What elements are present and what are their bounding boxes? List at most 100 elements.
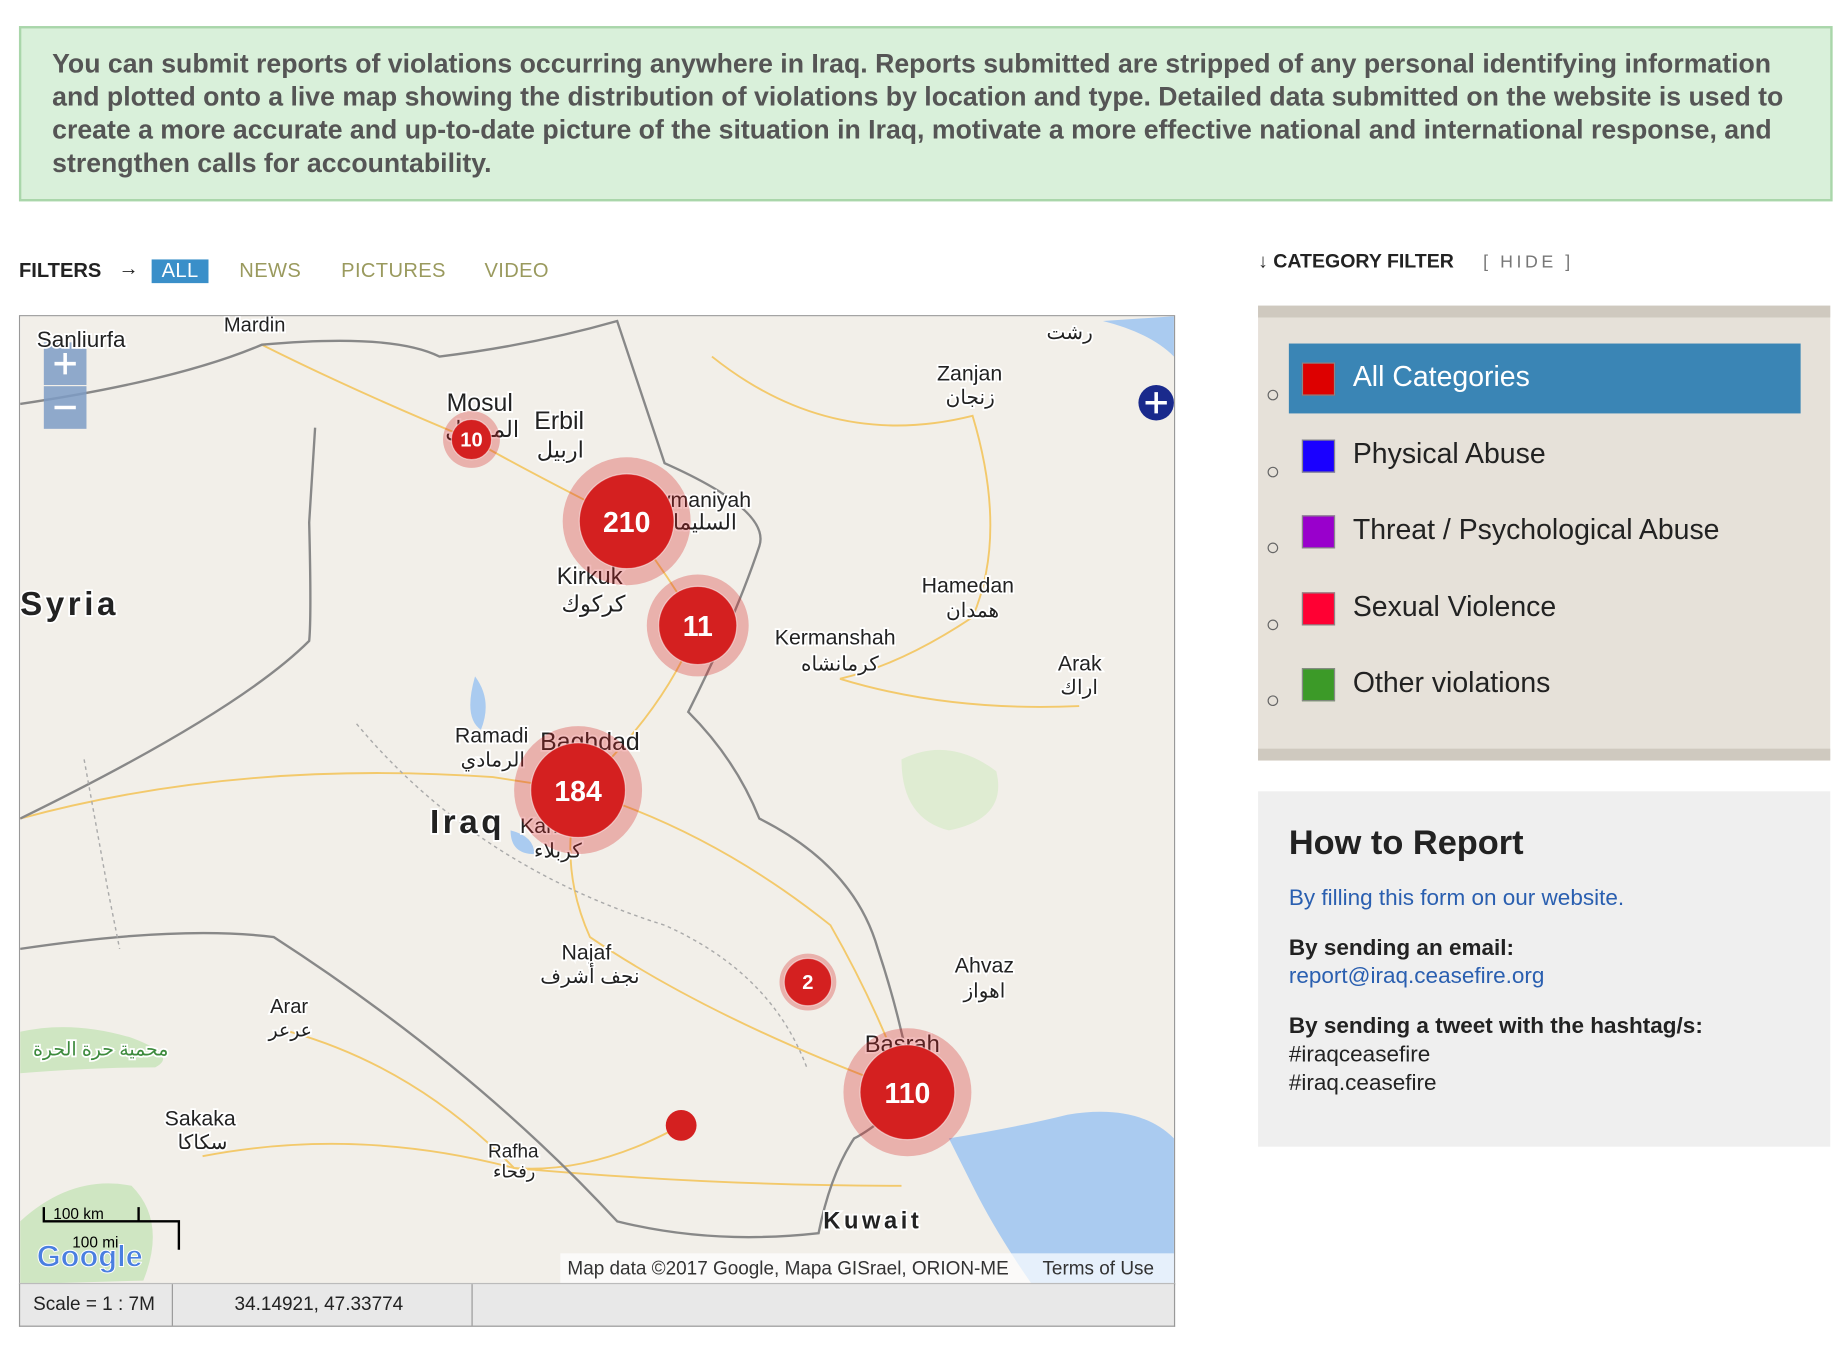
scale-bar (42, 1207, 181, 1250)
park (20, 1183, 153, 1285)
lakes (470, 676, 535, 855)
provincial-borders (83, 723, 808, 1068)
hashtag: #iraqceasefire (1288, 1042, 1431, 1068)
map-label: كرمانشاه (801, 653, 879, 675)
category-swatch (1301, 362, 1336, 396)
filter-news[interactable]: NEWS (239, 259, 302, 282)
map-label: عرعر (267, 1021, 311, 1042)
map-label: Ahvaz (955, 954, 1014, 978)
map-label: Erbil (534, 407, 584, 435)
category-swatch (1301, 668, 1336, 702)
map-label: Rafha (488, 1141, 539, 1162)
map-label: Kermanshah (775, 625, 896, 649)
status-coords: 34.14921, 47.33774 (234, 1294, 404, 1315)
info-banner: You can submit reports of violations occ… (18, 26, 1833, 202)
category-swatch (1301, 515, 1336, 549)
category-item[interactable]: Other violations (1267, 649, 1801, 719)
map-label: Arak (1058, 651, 1102, 675)
form-link[interactable]: By filling this form on our website. (1288, 886, 1625, 911)
map-label: همدان (946, 600, 999, 622)
category-filter-toggle[interactable]: [ HIDE ] (1483, 252, 1574, 273)
map-label: Sakaka (165, 1106, 236, 1130)
cluster-count[interactable]: 184 (554, 776, 602, 808)
filters-arrow: → (118, 257, 139, 280)
category-item[interactable]: Physical Abuse (1267, 420, 1801, 490)
category-name: All Categories (1352, 361, 1530, 394)
filter-all[interactable]: ALL (151, 259, 209, 284)
report-marker[interactable] (665, 1109, 697, 1141)
email-heading: By sending an email: (1288, 935, 1514, 961)
map-label: Zanjan (937, 361, 1002, 385)
hashtag: #iraq.ceasefire (1288, 1070, 1437, 1096)
how-title: How to Report (1288, 824, 1524, 863)
category-swatch (1301, 591, 1336, 625)
category-name: Sexual Violence (1352, 590, 1557, 623)
map-label: Najaf (562, 941, 612, 965)
filter-video[interactable]: VIDEO (484, 259, 549, 282)
park (901, 749, 999, 831)
cluster[interactable] (530, 742, 627, 839)
category-name: Threat / Psychological Abuse (1352, 514, 1720, 547)
google-logo: Google (37, 1238, 143, 1273)
map-label: Kirkuk (557, 564, 623, 590)
status-scale: Scale = 1 : 7M (33, 1294, 155, 1315)
map-label: Ramadi (455, 724, 528, 748)
water-gulf (948, 1111, 1174, 1285)
cluster-count[interactable]: 110 (884, 1078, 930, 1110)
attribution-bg (560, 1253, 1174, 1285)
map-label: اهواز (962, 980, 1005, 1002)
map-label: زنجان (946, 387, 995, 409)
terms-link[interactable]: Terms of Use (1042, 1259, 1154, 1280)
category-item[interactable]: Threat / Psychological Abuse (1267, 496, 1801, 566)
map[interactable]: 100 km 100 mi Google Map data ©2017 Goog… (18, 315, 1176, 1286)
category-radio (1267, 542, 1279, 554)
filter-pictures[interactable]: PICTURES (341, 259, 446, 282)
zoom-in-icon (54, 353, 76, 375)
cluster[interactable] (859, 1044, 956, 1141)
email-link[interactable]: report@iraq.ceasefire.org (1288, 964, 1545, 990)
tweet-heading: By sending a tweet with the hashtag/s: (1288, 1014, 1703, 1039)
category-item[interactable]: Sexual Violence (1267, 573, 1801, 643)
map-label: سكاكا (178, 1132, 228, 1154)
scale-mi: 100 mi (72, 1234, 118, 1251)
category-radio (1267, 618, 1279, 630)
how-to-report: How to Report By filling this form on ou… (1258, 791, 1831, 1147)
map-label: اربيل (537, 437, 584, 463)
roads (20, 343, 1080, 1187)
cluster-count[interactable]: 10 (460, 430, 482, 452)
category-item[interactable]: All Categories (1267, 343, 1801, 414)
cluster[interactable] (450, 418, 493, 461)
map-label: Hamedan (922, 573, 1014, 597)
map-label: Syria (20, 586, 119, 623)
zoom-control[interactable] (43, 342, 87, 429)
attribution: Map data ©2017 Google, Mapa GISrael, ORI… (567, 1259, 1008, 1280)
map-label: Arar (270, 996, 308, 1018)
map-label: كربلاء (534, 841, 582, 863)
category-filter-heading: ↓ CATEGORY FILTER (1258, 251, 1454, 273)
borders (20, 319, 915, 1239)
map-label: الرمادي (461, 749, 525, 771)
category-name: Other violations (1352, 666, 1551, 699)
map-label: Sanliurfa (37, 327, 126, 352)
cluster-count[interactable]: 210 (603, 507, 650, 539)
filters-label: FILTERS (18, 259, 102, 282)
category-name: Physical Abuse (1352, 437, 1546, 470)
category-swatch (1301, 438, 1336, 473)
map-label: Mosul (447, 389, 513, 417)
status-bar: Scale = 1 : 7M 34.14921, 47.33774 (18, 1282, 1176, 1327)
map-label: رفحاء (493, 1162, 535, 1183)
map-label: رشت (1047, 322, 1093, 344)
cluster[interactable] (658, 585, 738, 666)
category-radio (1267, 466, 1279, 477)
map-label: Kuwait (823, 1208, 922, 1234)
cluster[interactable] (783, 957, 833, 1007)
layer-switcher-icon (1145, 392, 1167, 414)
cluster[interactable] (578, 473, 675, 570)
map-label: Mardin (224, 315, 286, 337)
water-caspian (1102, 316, 1174, 357)
cluster-count[interactable]: 11 (683, 611, 713, 643)
cluster-count[interactable]: 2 (802, 972, 813, 994)
scale-km: 100 km (53, 1206, 103, 1223)
